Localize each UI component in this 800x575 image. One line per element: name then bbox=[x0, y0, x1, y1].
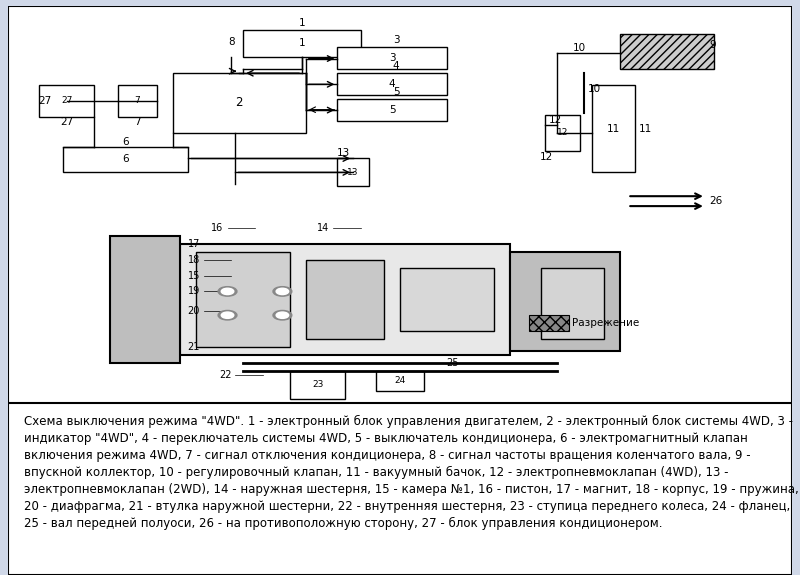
Text: 27: 27 bbox=[60, 117, 74, 127]
Text: 1: 1 bbox=[298, 18, 306, 28]
Text: 19: 19 bbox=[188, 286, 200, 296]
Bar bbox=[530, 315, 569, 331]
Bar bbox=[110, 236, 181, 363]
Circle shape bbox=[222, 312, 234, 319]
Circle shape bbox=[222, 288, 234, 294]
Text: 21: 21 bbox=[188, 342, 200, 352]
Text: 17: 17 bbox=[188, 239, 200, 249]
Bar bbox=[243, 29, 361, 58]
Text: Разрежение: Разрежение bbox=[573, 318, 640, 328]
Text: 26: 26 bbox=[710, 196, 723, 206]
Text: 22: 22 bbox=[219, 370, 231, 380]
Circle shape bbox=[273, 287, 292, 296]
Bar bbox=[400, 267, 494, 331]
Circle shape bbox=[276, 288, 289, 294]
Text: 3: 3 bbox=[393, 36, 399, 45]
Text: 20: 20 bbox=[188, 306, 200, 316]
Text: 10: 10 bbox=[573, 43, 586, 53]
Bar bbox=[338, 47, 447, 69]
Bar bbox=[118, 85, 157, 117]
Circle shape bbox=[276, 312, 289, 319]
Bar bbox=[306, 260, 384, 339]
Text: 6: 6 bbox=[122, 155, 129, 164]
Text: 3: 3 bbox=[389, 53, 395, 63]
Circle shape bbox=[218, 287, 237, 296]
Text: 15: 15 bbox=[188, 271, 200, 281]
Bar bbox=[338, 159, 369, 186]
Text: 18: 18 bbox=[188, 255, 200, 264]
Text: Схема выключения режима "4WD". 1 - электронный блок управления двигателем, 2 - э: Схема выключения режима "4WD". 1 - элект… bbox=[24, 415, 798, 530]
Text: 11: 11 bbox=[639, 124, 652, 134]
Text: 14: 14 bbox=[317, 223, 330, 233]
Text: 24: 24 bbox=[394, 376, 406, 385]
Text: 27: 27 bbox=[61, 97, 73, 105]
Text: 25: 25 bbox=[446, 358, 459, 368]
Text: 11: 11 bbox=[607, 124, 620, 134]
Bar bbox=[377, 371, 423, 390]
Text: 12: 12 bbox=[540, 152, 553, 162]
Bar bbox=[545, 115, 580, 151]
Text: 7: 7 bbox=[134, 97, 140, 105]
Bar bbox=[290, 371, 345, 398]
Text: 1: 1 bbox=[298, 39, 306, 48]
Bar bbox=[619, 33, 714, 69]
Text: 6: 6 bbox=[122, 137, 129, 147]
Text: 13: 13 bbox=[338, 148, 350, 159]
Bar bbox=[196, 252, 290, 347]
Text: 10: 10 bbox=[588, 84, 602, 94]
Bar bbox=[338, 99, 447, 121]
Bar bbox=[181, 244, 510, 355]
Text: 5: 5 bbox=[389, 105, 395, 115]
Text: 12: 12 bbox=[549, 115, 562, 125]
Bar bbox=[63, 147, 188, 172]
Bar bbox=[39, 85, 94, 117]
Circle shape bbox=[273, 310, 292, 320]
Text: 4: 4 bbox=[393, 61, 399, 71]
Text: 7: 7 bbox=[134, 117, 141, 127]
Bar bbox=[510, 252, 619, 351]
Text: 8: 8 bbox=[228, 37, 234, 47]
Bar bbox=[338, 73, 447, 95]
Circle shape bbox=[218, 310, 237, 320]
Text: 16: 16 bbox=[211, 223, 224, 233]
Text: 5: 5 bbox=[393, 87, 399, 97]
Text: 12: 12 bbox=[557, 128, 568, 137]
Bar bbox=[592, 85, 635, 172]
Text: 2: 2 bbox=[235, 97, 243, 109]
Text: 23: 23 bbox=[312, 380, 323, 389]
Text: 27: 27 bbox=[38, 96, 51, 106]
Text: 4: 4 bbox=[389, 79, 395, 89]
Bar bbox=[541, 267, 604, 339]
Text: 13: 13 bbox=[347, 168, 358, 177]
Text: 9: 9 bbox=[710, 40, 716, 51]
Bar bbox=[173, 73, 306, 133]
